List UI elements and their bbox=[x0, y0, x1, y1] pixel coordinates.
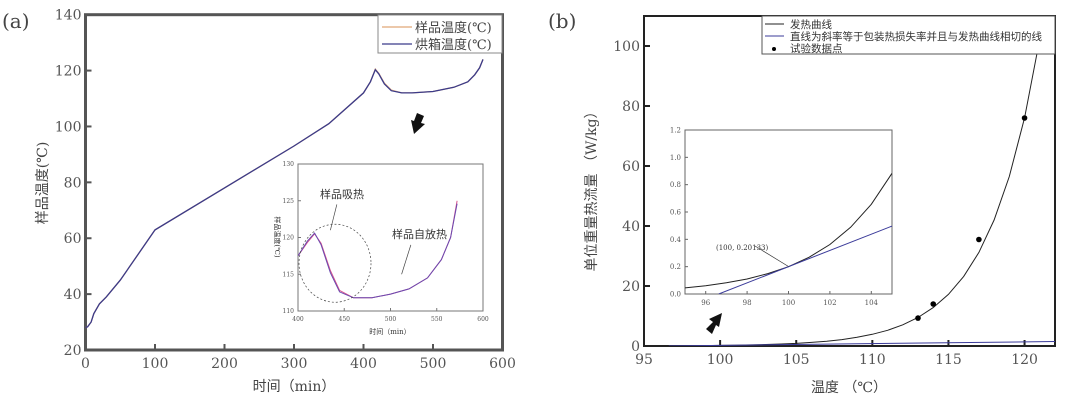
data-point bbox=[915, 315, 921, 321]
inset-b-frame bbox=[684, 129, 893, 295]
inset-b-ytick-label: 0.2 bbox=[670, 263, 681, 271]
panel-a-ytick-label: 80 bbox=[64, 175, 82, 191]
panel-b-xtick-label: 105 bbox=[783, 352, 810, 368]
panel-a-xtick-label: 0 bbox=[81, 356, 90, 372]
annotation-arrow bbox=[401, 244, 412, 275]
panel-b-ytick-label: 0 bbox=[631, 339, 640, 355]
panel-a-xtick-label: 400 bbox=[350, 356, 377, 372]
legend-label: 样品温度(℃) bbox=[415, 20, 492, 36]
panel-a-ylabel: 样品温度(℃) bbox=[35, 142, 51, 225]
inset-a-xtick-label: 450 bbox=[339, 316, 351, 323]
annotation-heat-absorb: 样品吸热 bbox=[320, 187, 364, 201]
inset-a-series-group bbox=[298, 200, 458, 299]
inset-b-series-line-2 bbox=[718, 225, 892, 294]
inset-b-ytick-label: 0.4 bbox=[670, 236, 682, 244]
panel-a-series-group bbox=[85, 59, 484, 329]
inset-b-xtick-label: 104 bbox=[865, 299, 879, 307]
panel-a-ytick-label: 40 bbox=[64, 287, 82, 303]
panel-b-xtick-label: 115 bbox=[935, 352, 962, 368]
panel-b-series-line-2 bbox=[668, 341, 1055, 346]
panel-a-ytick-label: 60 bbox=[64, 231, 82, 247]
panel-b-xtick-label: 100 bbox=[707, 352, 734, 368]
inset-a-ytick-label: 115 bbox=[283, 271, 295, 278]
inset-a-ytick-label: 130 bbox=[283, 161, 295, 168]
inset-a-xtick-label: 550 bbox=[431, 316, 443, 323]
heat-absorb-circle bbox=[298, 223, 372, 303]
inset-b-xtick-label: 102 bbox=[823, 299, 836, 307]
panel-b-label: (b) bbox=[548, 9, 576, 33]
inset-b-ytick-label: 1.2 bbox=[670, 126, 681, 134]
inset-a-xtick-label: 500 bbox=[385, 316, 397, 323]
panel-b-ytick-label: 80 bbox=[622, 99, 640, 115]
inset-a-series-line-2 bbox=[298, 203, 458, 299]
panel-a-xtick-label: 500 bbox=[420, 356, 447, 372]
inset-b-ytick-label: 1.0 bbox=[670, 154, 681, 162]
legend-swatch bbox=[772, 47, 776, 51]
inset-b-xtick-label: 100 bbox=[782, 299, 795, 307]
panel-b-ytick-label: 60 bbox=[622, 159, 640, 175]
tangent-point-pointer bbox=[754, 245, 789, 267]
panel-a-ytick-label: 20 bbox=[64, 343, 82, 359]
arrow-up-icon bbox=[706, 313, 722, 334]
panel-b-xtick-label: 110 bbox=[859, 352, 886, 368]
panel-a-xtick-label: 100 bbox=[142, 356, 169, 372]
panel-a-label: (a) bbox=[2, 9, 30, 33]
inset-b-xtick-label: 96 bbox=[701, 299, 710, 307]
panel-a-series-line-2 bbox=[85, 59, 484, 329]
panel-a-xtick-label: 600 bbox=[489, 356, 516, 372]
panel-b-series-group bbox=[644, 16, 1055, 346]
inset-b-ytick-label: 0.0 bbox=[670, 290, 681, 298]
inset-b-ytick-label: 0.6 bbox=[670, 208, 682, 216]
inset-a-xtick-label: 400 bbox=[292, 316, 304, 323]
inset-b-series-group bbox=[685, 173, 892, 294]
legend-label: 烘箱温度(℃) bbox=[415, 37, 492, 53]
panel-b-xtick-label: 120 bbox=[1011, 352, 1038, 368]
panel-a-xtick-label: 300 bbox=[281, 356, 308, 372]
inset-b-ytick-label: 0.8 bbox=[670, 181, 681, 189]
data-point bbox=[1021, 115, 1028, 121]
legend-label: 直线为斜率等于包装热损失率并且与发热曲线相切的线 bbox=[790, 30, 1042, 43]
panel-b-ytick-label: 20 bbox=[622, 279, 640, 295]
annotation-self-heat: 样品自放热 bbox=[392, 227, 447, 241]
inset-a-ytick-label: 120 bbox=[283, 235, 295, 242]
annotation-arrow bbox=[330, 204, 338, 231]
panel-b-ytick-label: 100 bbox=[613, 39, 640, 55]
panel-a-ytick-label: 120 bbox=[55, 63, 82, 79]
inset-a-xtick-label: 600 bbox=[477, 316, 489, 323]
inset-a-ytick-label: 110 bbox=[283, 308, 295, 315]
panel-a-ytick-label: 100 bbox=[55, 119, 82, 135]
inset-a-xlabel: 时间（min） bbox=[369, 327, 410, 336]
data-point bbox=[930, 301, 937, 307]
panel-a-xtick-label: 200 bbox=[211, 356, 238, 372]
panel-b-xtick-label: 95 bbox=[635, 352, 653, 368]
legend-label: 试验数据点 bbox=[790, 42, 843, 55]
inset-b-xtick-label: 98 bbox=[743, 299, 752, 307]
panel-b-ylabel: 单位重量热流量 （W/kg） bbox=[584, 104, 600, 271]
legend-label: 发热曲线 bbox=[790, 18, 832, 31]
inset-a-ylabel: 样品温度(℃) bbox=[273, 216, 282, 258]
panel-b-xlabel: 温度 （℃） bbox=[811, 380, 887, 396]
panel-a-legend: 样品温度(℃)烘箱温度(℃) bbox=[377, 14, 503, 54]
inset-a-frame bbox=[297, 163, 484, 312]
arrow-down-icon bbox=[411, 113, 425, 134]
panel-b-ytick-label: 40 bbox=[622, 219, 640, 235]
panel-a-ytick-label: 140 bbox=[55, 8, 82, 24]
tangent-point-label: (100, 0.20133) bbox=[716, 244, 768, 252]
data-point bbox=[976, 236, 982, 243]
inset-a-ytick-label: 125 bbox=[283, 198, 295, 205]
panel-a-xlabel: 时间（min） bbox=[253, 379, 336, 395]
